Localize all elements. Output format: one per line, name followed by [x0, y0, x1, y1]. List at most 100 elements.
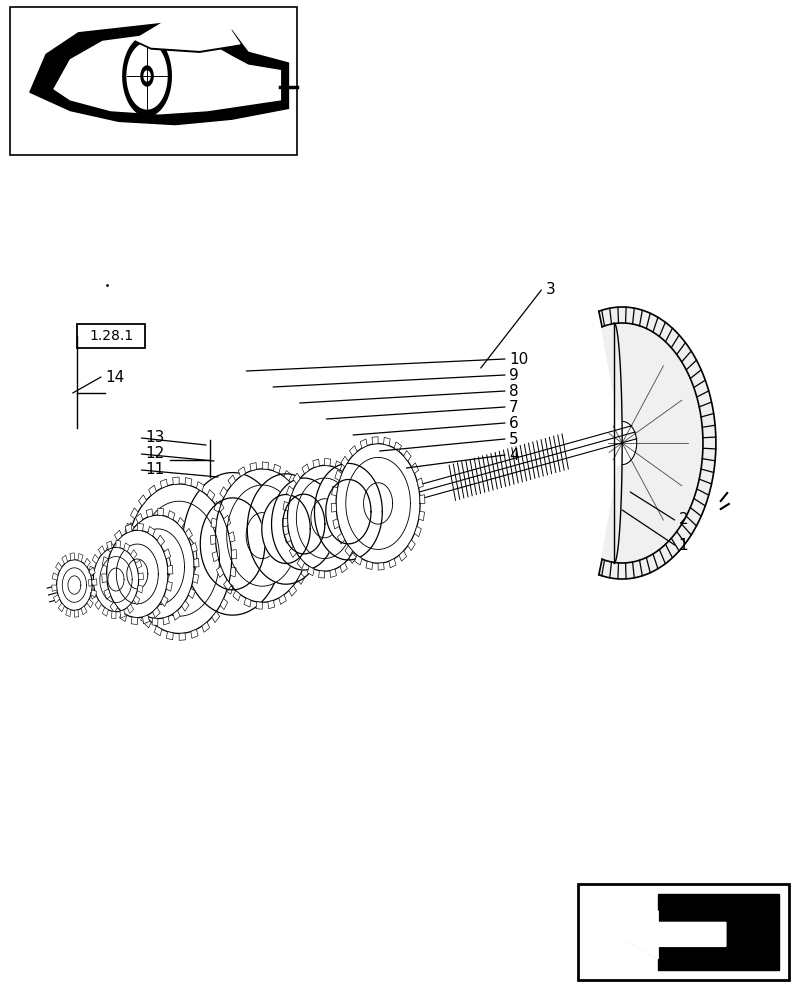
Polygon shape [212, 552, 218, 562]
Polygon shape [394, 442, 402, 452]
Polygon shape [659, 894, 779, 970]
Polygon shape [284, 470, 292, 481]
Polygon shape [366, 561, 372, 570]
Polygon shape [247, 474, 325, 584]
Text: 2: 2 [679, 512, 688, 528]
Polygon shape [120, 535, 127, 545]
Polygon shape [99, 546, 105, 555]
Polygon shape [292, 473, 301, 484]
Text: 14: 14 [105, 369, 124, 384]
Text: 1.28.1: 1.28.1 [89, 329, 133, 343]
Polygon shape [185, 478, 191, 486]
Polygon shape [353, 479, 360, 490]
Polygon shape [220, 487, 227, 498]
Polygon shape [194, 558, 199, 567]
Polygon shape [185, 528, 192, 539]
Polygon shape [161, 596, 168, 606]
Polygon shape [268, 600, 275, 609]
Polygon shape [70, 553, 74, 560]
Bar [578, 884, 789, 980]
Text: 5: 5 [509, 432, 519, 446]
Polygon shape [256, 602, 263, 609]
Polygon shape [214, 501, 221, 512]
Polygon shape [360, 439, 367, 448]
Polygon shape [196, 482, 204, 491]
Polygon shape [52, 585, 57, 591]
Polygon shape [361, 510, 367, 518]
Polygon shape [325, 458, 330, 466]
Text: 7: 7 [509, 399, 519, 414]
Polygon shape [238, 467, 246, 477]
Polygon shape [107, 541, 114, 552]
Polygon shape [283, 518, 288, 527]
Polygon shape [84, 558, 90, 567]
Polygon shape [136, 513, 143, 523]
Text: 9: 9 [509, 367, 519, 382]
Polygon shape [89, 567, 95, 575]
Polygon shape [118, 581, 124, 591]
Polygon shape [120, 612, 127, 621]
Polygon shape [349, 553, 356, 563]
Polygon shape [182, 601, 189, 611]
Polygon shape [308, 544, 314, 553]
Polygon shape [359, 493, 365, 503]
Polygon shape [116, 540, 120, 548]
Polygon shape [350, 446, 357, 456]
Polygon shape [230, 567, 236, 577]
Polygon shape [378, 563, 384, 570]
Polygon shape [110, 602, 118, 613]
Polygon shape [56, 562, 61, 571]
Polygon shape [53, 573, 58, 580]
Polygon shape [345, 546, 352, 556]
Polygon shape [166, 582, 172, 591]
Polygon shape [133, 596, 140, 605]
Polygon shape [417, 478, 423, 488]
Polygon shape [53, 595, 60, 603]
Polygon shape [306, 510, 313, 520]
Bar [10, 7, 297, 155]
Polygon shape [341, 456, 348, 467]
Polygon shape [123, 575, 129, 586]
Polygon shape [273, 464, 280, 473]
Polygon shape [333, 519, 339, 529]
Polygon shape [338, 533, 345, 544]
Polygon shape [188, 588, 196, 599]
Polygon shape [616, 911, 726, 959]
Polygon shape [131, 550, 137, 559]
Polygon shape [125, 524, 132, 533]
Polygon shape [244, 598, 251, 607]
Polygon shape [89, 566, 95, 574]
Text: 10: 10 [509, 352, 528, 366]
Polygon shape [81, 606, 87, 615]
Polygon shape [103, 607, 108, 616]
Polygon shape [112, 611, 116, 619]
Polygon shape [164, 549, 170, 559]
Polygon shape [117, 550, 123, 559]
Polygon shape [104, 589, 111, 599]
Polygon shape [30, 22, 288, 125]
Polygon shape [211, 536, 216, 544]
Polygon shape [144, 71, 150, 81]
Polygon shape [216, 469, 309, 602]
Polygon shape [137, 585, 143, 593]
Polygon shape [127, 43, 167, 109]
Polygon shape [127, 523, 134, 533]
Polygon shape [262, 495, 310, 563]
Polygon shape [57, 560, 92, 610]
Polygon shape [226, 583, 234, 594]
Polygon shape [229, 532, 235, 542]
Polygon shape [419, 511, 424, 521]
Polygon shape [61, 555, 68, 564]
Polygon shape [141, 66, 154, 86]
Polygon shape [138, 495, 146, 506]
Polygon shape [90, 591, 96, 599]
Polygon shape [231, 550, 237, 559]
Polygon shape [141, 614, 148, 623]
Polygon shape [336, 444, 420, 563]
Polygon shape [123, 36, 171, 116]
Polygon shape [136, 560, 141, 569]
Polygon shape [135, 22, 240, 52]
Polygon shape [191, 542, 197, 552]
Polygon shape [87, 599, 93, 608]
Polygon shape [163, 616, 170, 625]
